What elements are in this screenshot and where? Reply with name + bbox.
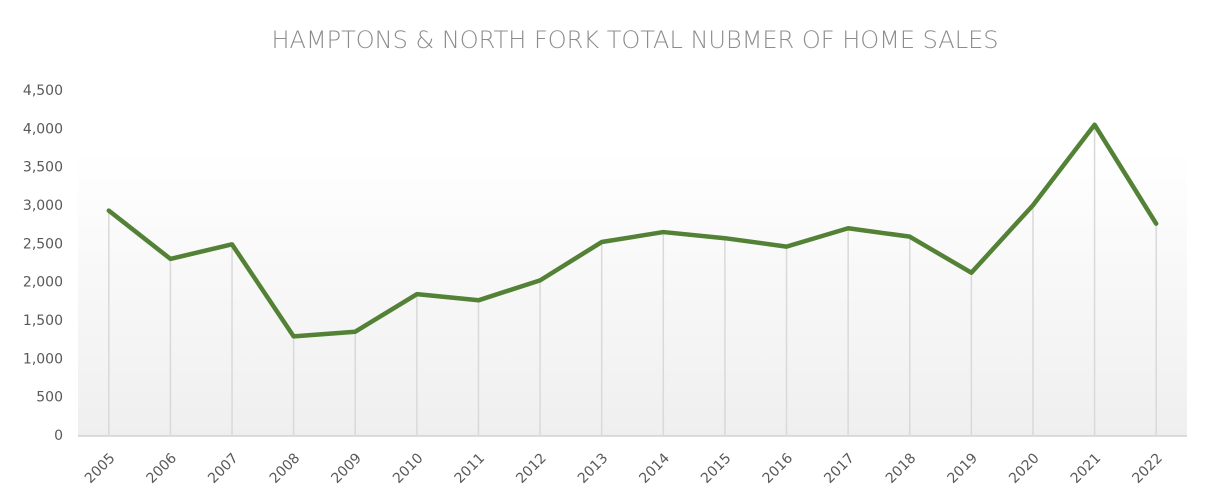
y-tick-label: 1,000 — [23, 351, 63, 367]
x-tick-label: 2016 — [760, 450, 797, 487]
x-tick-label: 2021 — [1068, 450, 1105, 487]
x-tick-label: 2008 — [267, 450, 304, 487]
x-tick-label: 2007 — [205, 450, 242, 487]
x-tick-label: 2022 — [1129, 450, 1166, 487]
x-tick-label: 2012 — [513, 450, 550, 487]
y-tick-label: 3,500 — [23, 160, 63, 176]
y-tick-label: 2,500 — [23, 236, 63, 252]
plot-background — [78, 150, 1187, 436]
x-tick-label: 2019 — [945, 450, 982, 487]
y-tick-label: 4,500 — [23, 83, 63, 99]
y-tick-label: 4,000 — [23, 121, 63, 137]
y-tick-label: 2,000 — [23, 275, 63, 291]
x-tick-label: 2005 — [82, 450, 119, 487]
x-tick-label: 2011 — [452, 450, 489, 487]
x-tick-label: 2009 — [328, 450, 365, 487]
x-tick-label: 2015 — [698, 450, 735, 487]
x-tick-label: 2006 — [144, 450, 181, 487]
x-tick-label: 2010 — [390, 450, 427, 487]
chart-title: HAMPTONS & NORTH FORK TOTAL NUBMER OF HO… — [271, 26, 998, 54]
x-tick-label: 2017 — [821, 450, 858, 487]
x-tick-label: 2018 — [883, 450, 920, 487]
x-tick-label: 2020 — [1006, 450, 1043, 487]
y-tick-label: 500 — [36, 390, 63, 406]
y-tick-label: 0 — [54, 428, 63, 444]
series-line — [106, 122, 1159, 339]
x-tick-label: 2014 — [636, 450, 673, 487]
y-tick-label: 3,000 — [23, 198, 63, 214]
y-tick-label: 1,500 — [23, 313, 63, 329]
x-tick-label: 2013 — [575, 450, 612, 487]
